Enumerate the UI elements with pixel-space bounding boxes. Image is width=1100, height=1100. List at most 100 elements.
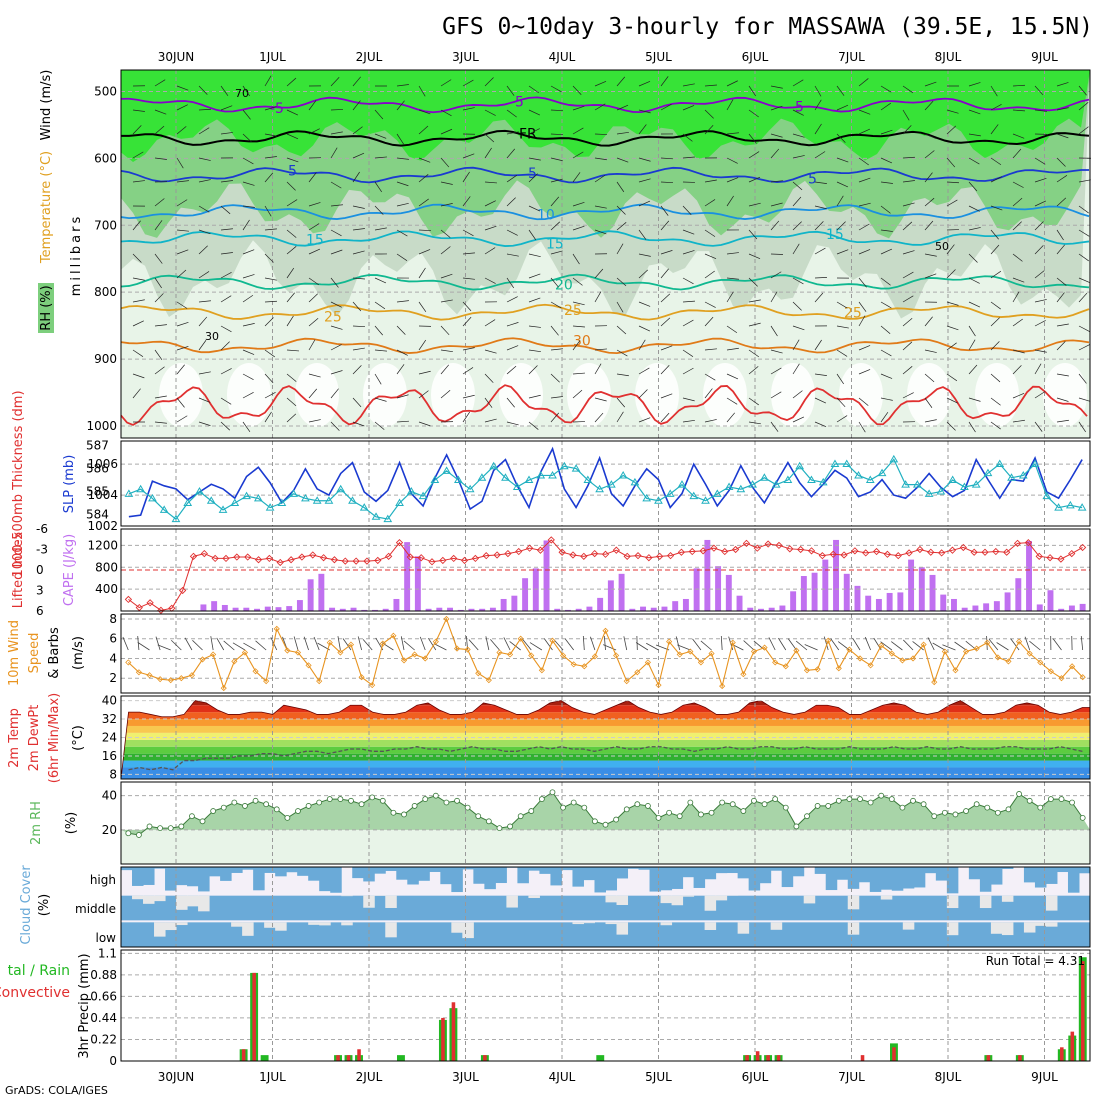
- wind-barb: [946, 181, 959, 184]
- wind-barb: [770, 105, 783, 111]
- wind-barb: [242, 421, 251, 433]
- wind-barb: [968, 157, 980, 165]
- cape-bar: [822, 559, 829, 611]
- rh2m-point: [1026, 797, 1033, 804]
- wind-barb: [858, 345, 871, 351]
- wind-barb: [242, 157, 254, 165]
- thickness-point: [736, 484, 746, 493]
- wind-barb: [792, 325, 805, 331]
- wind-barb: [770, 367, 782, 375]
- wind-barb: [836, 349, 848, 357]
- lifted-index-point: [580, 552, 588, 560]
- cape-bar: [897, 592, 904, 611]
- wind-speed-point: [199, 656, 206, 663]
- cloud-cell: [1023, 867, 1036, 883]
- wind-barb: [726, 277, 739, 280]
- wind-barb: [924, 150, 935, 159]
- wind-barb: [660, 250, 673, 255]
- wind-speed-point: [793, 647, 800, 654]
- lifted-index-point: [298, 553, 306, 561]
- wind-barb: [704, 109, 714, 119]
- lifted-index-point: [894, 552, 902, 560]
- rh2m-point: [443, 799, 450, 806]
- lifted-index-point: [547, 536, 555, 544]
- wind-barb: [704, 388, 713, 399]
- wind-barb: [792, 416, 805, 423]
- wind-barb: [1034, 299, 1047, 303]
- wind-barb: [154, 395, 167, 399]
- wind-barb: [528, 128, 540, 135]
- wind-barb: [704, 301, 716, 308]
- wind-barb: [924, 316, 933, 327]
- cloud-cell: [165, 867, 177, 891]
- wind-barb: [286, 292, 295, 303]
- wind-barb: [132, 253, 142, 263]
- day-label-top: 7JUL: [838, 50, 865, 64]
- wind-barb: [198, 229, 211, 235]
- lifted-index-point: [731, 545, 740, 554]
- lifted-index-point: [797, 545, 805, 554]
- rh2m-point: [878, 792, 885, 799]
- lifted-index-point: [937, 549, 946, 557]
- cape-bar: [1036, 604, 1043, 611]
- wind-barb: [462, 277, 475, 280]
- wind-barb: [748, 253, 761, 259]
- wind-barb: [1056, 277, 1067, 286]
- cloud-cell: [308, 922, 320, 925]
- temp-axis-label-line2: 2m DewPt: [27, 705, 42, 772]
- wind-barb: [220, 205, 231, 215]
- lifted-index-point: [591, 549, 599, 558]
- cloud-cell: [528, 895, 540, 899]
- cloud-cell: [275, 867, 287, 877]
- cloud-cell: [605, 895, 618, 903]
- wind-barb: [462, 394, 475, 399]
- cape-bar: [468, 608, 475, 611]
- wind-barb: [770, 291, 778, 303]
- wind-barb: [1056, 397, 1069, 402]
- lifted-index-point: [493, 551, 501, 559]
- wind-barb: [968, 227, 981, 231]
- slp-tick: 1006: [87, 457, 118, 471]
- rh-legend-swatch: [38, 283, 54, 333]
- cloud-cell: [902, 867, 915, 889]
- wind-barb: [1034, 85, 1044, 96]
- wind-speed-point: [178, 675, 185, 682]
- wind-barb: [1056, 197, 1067, 207]
- wind-speed-point: [634, 669, 641, 676]
- day-label-top: 3JUL: [452, 50, 479, 64]
- wind-speed-point: [1026, 650, 1033, 657]
- wind-barb: [374, 421, 385, 430]
- cape-bar: [886, 592, 893, 611]
- cloud-cell: [1078, 867, 1091, 874]
- rh2m-point: [136, 832, 142, 838]
- thickness-point: [677, 480, 687, 488]
- cloud-row-label: low: [96, 931, 117, 945]
- rh2m-point: [549, 789, 556, 796]
- lifted-index-point: [211, 554, 219, 563]
- wind-speed-point: [379, 640, 386, 647]
- wind-barb: [362, 639, 373, 651]
- wind-barb: [968, 364, 978, 375]
- wind-barb: [924, 273, 937, 279]
- wind-barb: [242, 181, 255, 186]
- lifted-index-axis-label: Lifted Index: [11, 531, 26, 608]
- chart-title: GFS 0~10day 3-hourly for MASSAWA (39.5E,…: [442, 14, 1093, 40]
- wind-barb: [726, 132, 739, 135]
- cloud-cell: [1001, 922, 1014, 936]
- wind-barb: [594, 205, 607, 209]
- thickness-point: [865, 475, 875, 484]
- wind-barb: [374, 349, 387, 352]
- wind-barb: [902, 295, 914, 303]
- thickness-point: [489, 461, 499, 470]
- wind-speed-point: [252, 668, 259, 675]
- wind-barb: [836, 397, 846, 408]
- wind-barb: [264, 349, 276, 358]
- wind-barb: [418, 85, 426, 97]
- wind-barb: [132, 220, 141, 231]
- wind-barb: [590, 636, 596, 651]
- rh2m-point: [273, 806, 280, 813]
- wind-barb: [924, 81, 937, 87]
- wind-barb: [990, 421, 1001, 430]
- wind-barb: [990, 176, 1002, 183]
- cape-bar: [682, 598, 689, 611]
